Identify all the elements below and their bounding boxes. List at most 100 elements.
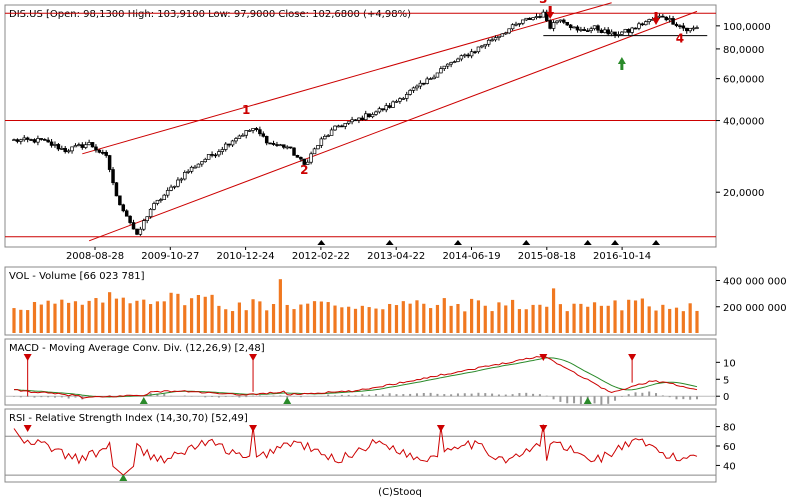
candle-body <box>107 155 112 170</box>
volume-bar <box>306 303 310 333</box>
macd-histogram-bar <box>279 395 282 397</box>
y-tick-label: 40 <box>723 461 736 472</box>
macd-histogram-bar <box>156 393 159 397</box>
macd-histogram-bar <box>641 392 644 397</box>
volume-bar <box>674 307 679 333</box>
candle-body <box>585 30 590 32</box>
macd-histogram-bar <box>238 396 241 398</box>
candle-body <box>418 82 423 87</box>
candle-body <box>456 58 460 62</box>
candle-body <box>302 158 307 165</box>
candle-body <box>312 148 317 155</box>
candle-body <box>637 23 641 29</box>
rsi-title: RSI - Relative Strength Index (14,30,70)… <box>9 413 248 424</box>
rsi-pane: RSI - Relative Strength Index (14,30,70)… <box>4 408 736 483</box>
candle-body <box>548 20 552 29</box>
candle-body <box>83 144 88 148</box>
volume-bar <box>319 301 323 333</box>
volume-bar <box>613 300 617 333</box>
overbought-signal-icon <box>249 425 258 432</box>
volume-bar <box>360 305 364 333</box>
volume-bar <box>381 309 385 333</box>
candle-body <box>159 199 163 201</box>
candle-body <box>442 65 447 69</box>
candle-body <box>251 128 255 131</box>
candle-body <box>599 29 604 33</box>
volume-bar <box>108 292 112 333</box>
candle-body <box>551 22 556 29</box>
macd-histogram-bar <box>463 393 466 397</box>
candle-body <box>463 54 467 57</box>
volume-bar <box>53 303 57 333</box>
candle-body <box>128 215 132 223</box>
candle-body <box>169 186 173 191</box>
candle-body <box>469 51 474 57</box>
candle-body <box>227 143 231 146</box>
macd-histogram-bar <box>573 396 576 404</box>
macd-histogram-bar <box>518 393 521 397</box>
macd-histogram-bar <box>532 393 535 397</box>
candle-body <box>398 98 402 102</box>
candle-body <box>531 17 535 20</box>
candle-body <box>575 26 580 31</box>
macd-histogram-bar <box>668 396 671 398</box>
volume-bar <box>230 311 235 333</box>
volume-bar <box>60 299 64 333</box>
candle-body <box>145 216 149 221</box>
candle-body <box>183 172 187 180</box>
candle-body <box>445 63 450 67</box>
candle-body <box>609 31 614 35</box>
candle-body <box>278 144 283 147</box>
volume-bar <box>128 303 132 333</box>
macd-histogram-bar <box>211 396 214 397</box>
candle-body <box>206 154 211 160</box>
candle-body <box>384 105 388 111</box>
volume-bar <box>32 301 37 333</box>
volume-bar <box>292 309 296 333</box>
x-tick-label: 2013-04-22 <box>367 251 425 262</box>
macd-histogram-bar <box>224 396 227 397</box>
macd-histogram-bar <box>620 396 623 397</box>
macd-histogram-bar <box>484 393 487 397</box>
volume-bar <box>558 304 562 333</box>
y-tick-label: 80,0000 <box>723 45 764 56</box>
candle-body <box>404 94 409 99</box>
candle-body <box>562 19 566 23</box>
macd-histogram-bar <box>552 396 555 400</box>
macd-histogram-bar <box>26 396 29 397</box>
volume-bar <box>183 305 187 333</box>
macd-histogram-bar <box>340 394 343 397</box>
volume-title: VOL - Volume [66 023 781] <box>9 271 145 282</box>
candle-body <box>135 228 139 235</box>
y-tick-label: 60 <box>723 442 736 453</box>
candle-body <box>220 149 225 152</box>
rsi-frame <box>4 408 717 483</box>
candle-body <box>507 28 511 34</box>
sell-signal-icon <box>539 354 548 361</box>
volume-bar <box>565 311 569 333</box>
volume-bar <box>579 303 583 333</box>
macd-histogram-bar <box>627 394 630 397</box>
candle-body <box>558 19 563 22</box>
candle-body <box>241 134 245 137</box>
candle-body <box>504 32 508 35</box>
candle-body <box>541 11 546 18</box>
candle-body <box>101 152 105 154</box>
candle-body <box>264 135 269 144</box>
volume-bar <box>654 310 658 333</box>
macd-histogram-bar <box>402 394 405 397</box>
macd-histogram-bar <box>634 392 637 397</box>
candle-body <box>346 121 351 124</box>
sell-signal-icon <box>23 354 32 361</box>
footer-credit: (C)Stooq <box>378 487 422 498</box>
candle-body <box>476 46 481 53</box>
candle-body <box>681 25 686 29</box>
volume-bar <box>510 299 515 333</box>
volume-bar <box>26 310 30 333</box>
candle-body <box>80 144 85 148</box>
volume-bar <box>456 304 460 333</box>
candle-body <box>685 27 689 32</box>
macd-histogram-bar <box>388 393 391 397</box>
macd-histogram-bar <box>272 395 275 397</box>
candle-body <box>603 29 607 33</box>
